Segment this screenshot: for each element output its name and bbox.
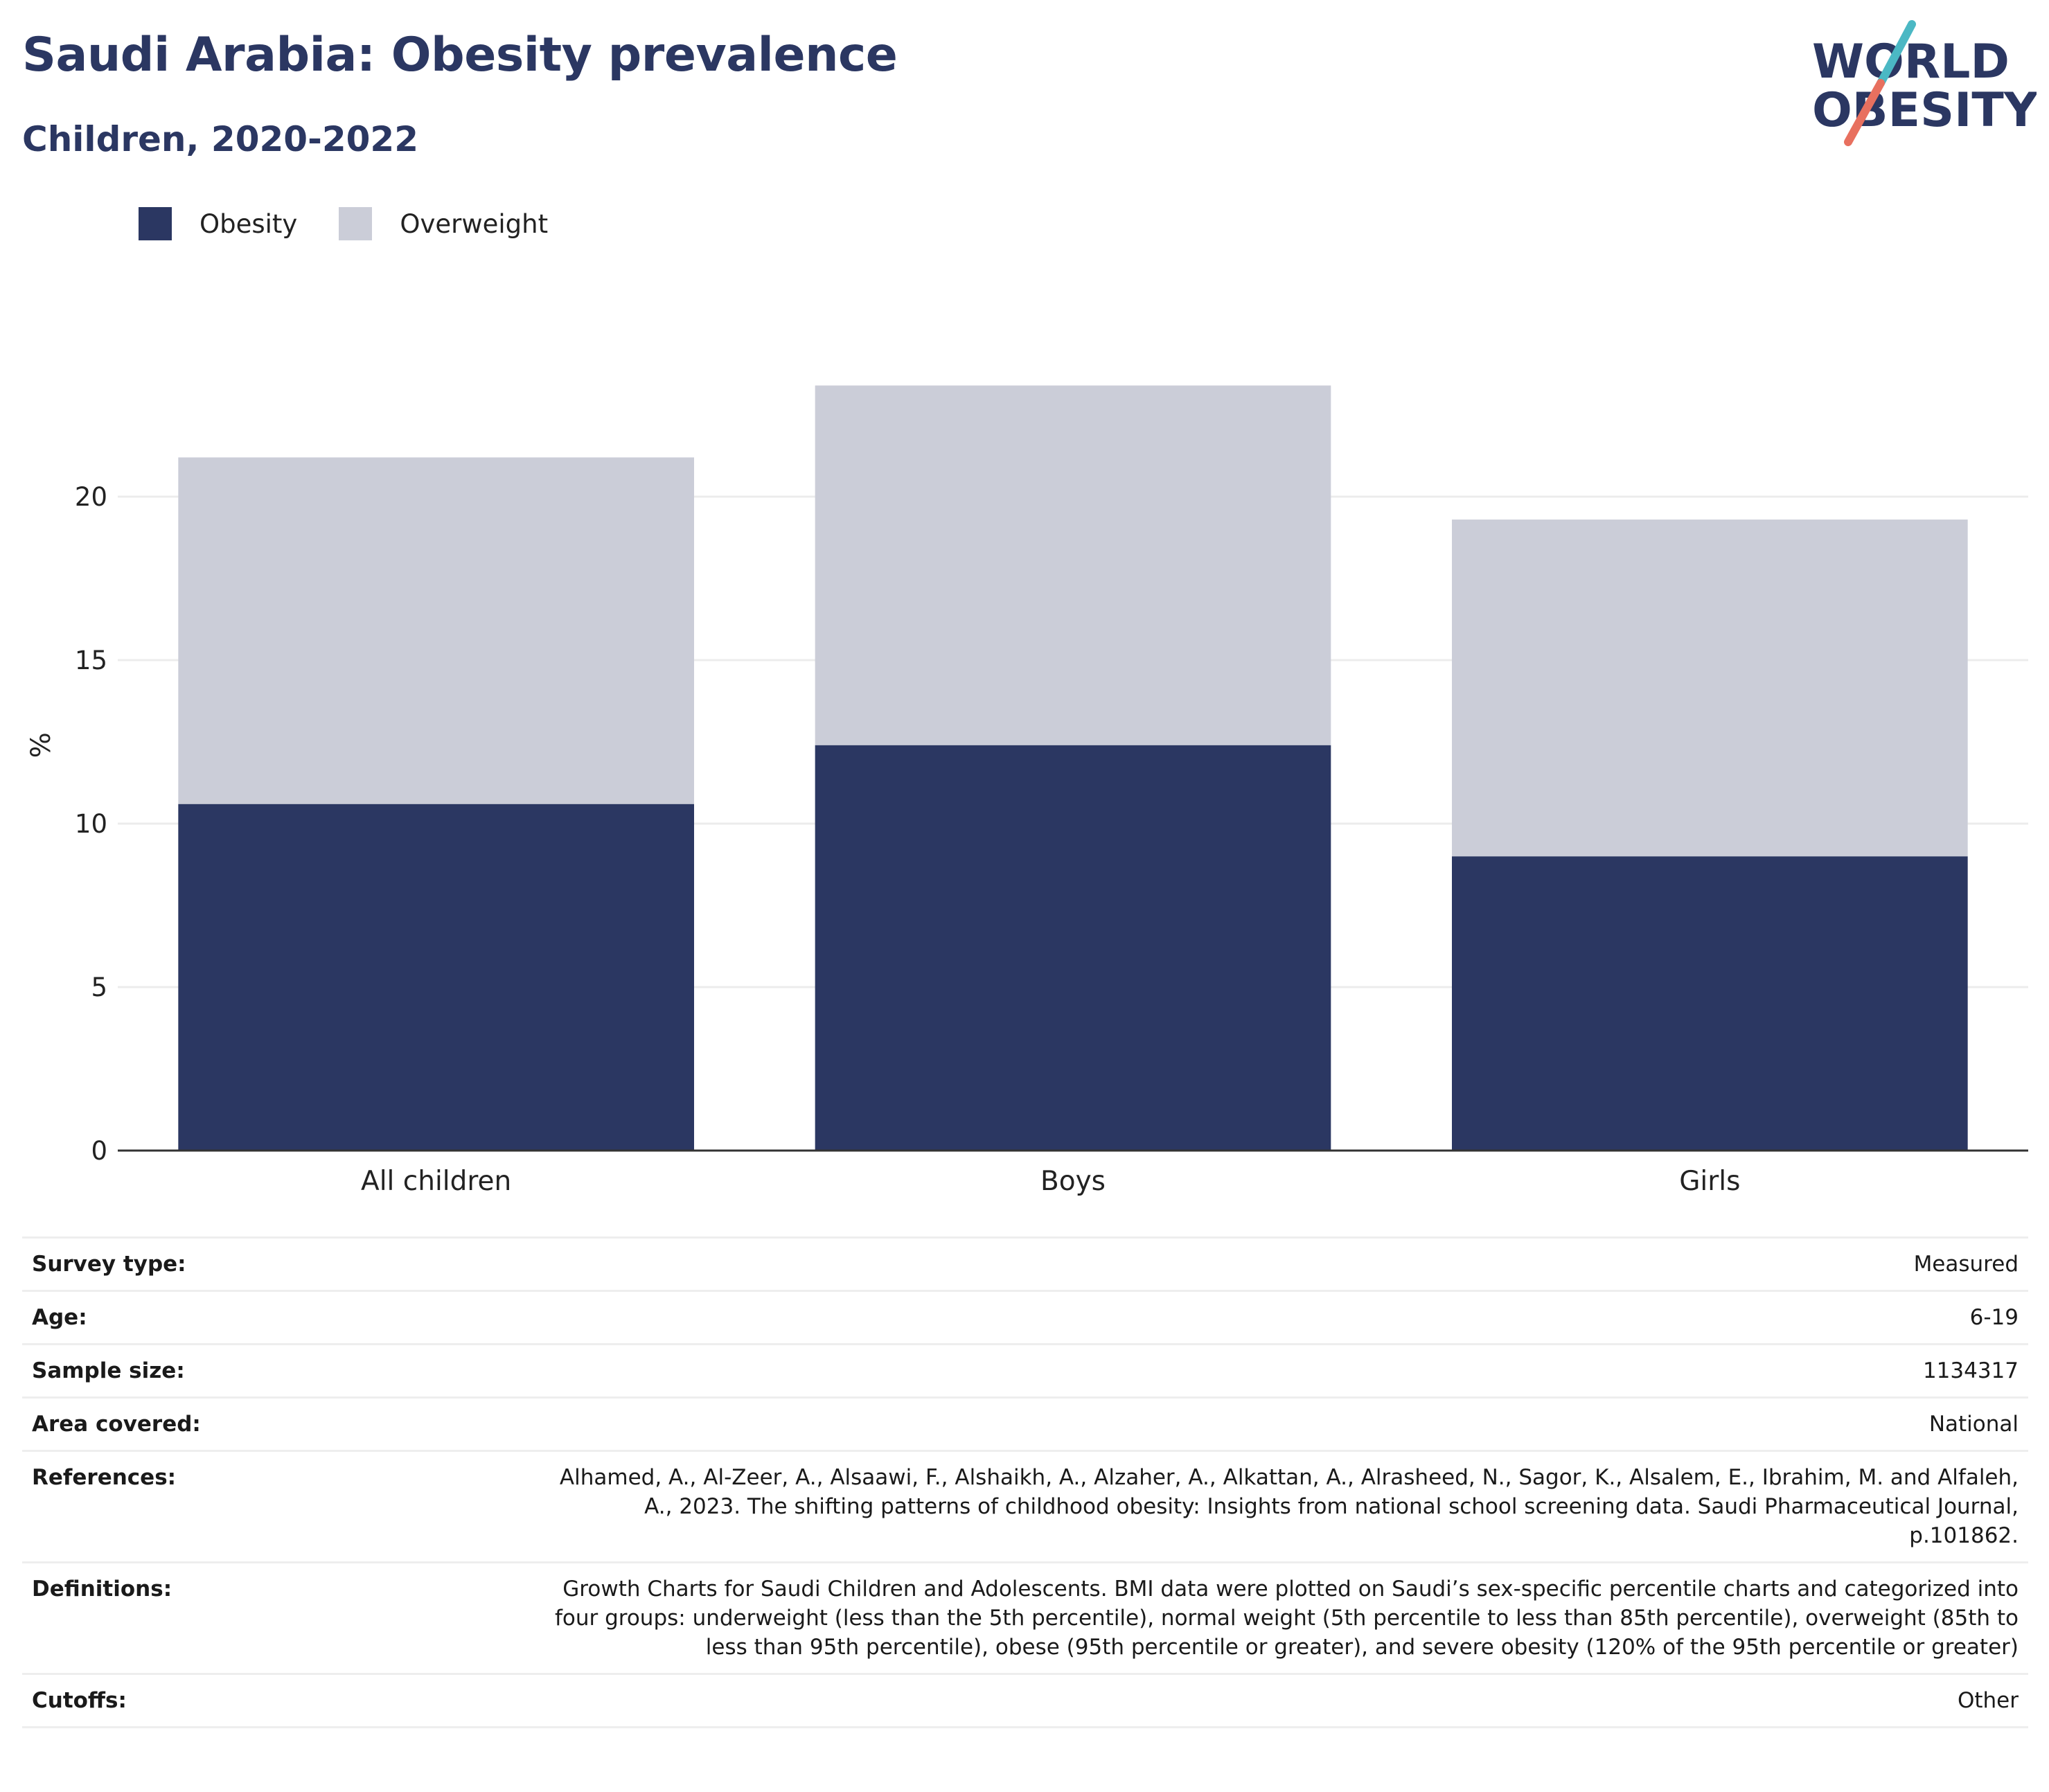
y-tick-label-20: 20 <box>75 482 107 512</box>
legend-swatch-overweight <box>339 207 373 240</box>
info-row-sample-size: Sample size: 1134317 <box>22 1343 2028 1398</box>
logo-text-world: WORLD <box>1812 35 2010 89</box>
bar-girls-obesity <box>1452 856 1968 1151</box>
y-tick-label-10: 10 <box>75 809 107 839</box>
logo-slash-bottom <box>1844 79 1885 146</box>
legend-item-overweight[interactable]: Overweight <box>339 207 548 240</box>
bar-boys-obesity <box>815 745 1331 1151</box>
y-tick-label-15: 15 <box>75 646 107 675</box>
info-label-definitions: Definitions: <box>22 1561 526 1674</box>
stacked-bar-chart: 0 5 10 15 20% All children Boys Girls <box>26 385 2028 1197</box>
legend-item-obesity[interactable]: Obesity <box>139 207 297 240</box>
info-value-definitions: Growth Charts for Saudi Children and Ado… <box>526 1561 2028 1674</box>
info-label-cutoffs: Cutoffs: <box>22 1673 526 1728</box>
x-tick-label-girls: Girls <box>1679 1166 1740 1197</box>
bar-boys-overweight <box>815 385 1331 745</box>
y-axis-title: % <box>26 732 57 758</box>
info-value-survey-type: Measured <box>526 1236 2028 1291</box>
legend-label-obesity: Obesity <box>199 209 298 239</box>
info-row-references: References: Alhamed, A., Al-Zeer, A., Als… <box>22 1450 2028 1563</box>
info-row-cutoffs: Cutoffs: Other <box>22 1673 2028 1728</box>
info-value-sample-size: 1134317 <box>526 1343 2028 1398</box>
info-label-references: References: <box>22 1450 526 1563</box>
page-subtitle: Children, 2020-2022 <box>22 119 418 159</box>
info-label-area-covered: Area covered: <box>22 1396 526 1451</box>
info-value-age: 6-19 <box>526 1290 2028 1345</box>
y-tick-label-0: 0 <box>91 1136 107 1166</box>
info-label-sample-size: Sample size: <box>22 1343 526 1398</box>
info-value-cutoffs: Other <box>526 1673 2028 1728</box>
info-row-survey-type: Survey type: Measured <box>22 1236 2028 1291</box>
info-row-definitions: Definitions: Growth Charts for Saudi Chil… <box>22 1561 2028 1674</box>
info-label-age: Age: <box>22 1290 526 1345</box>
x-tick-label-all-children: All children <box>361 1166 511 1197</box>
info-row-area-covered: Area covered: National <box>22 1396 2028 1451</box>
legend-swatch-obesity <box>139 207 172 240</box>
chart-legend: Obesity Overweight <box>139 206 589 241</box>
info-row-age: Age: 6-19 <box>22 1290 2028 1345</box>
legend-label-overweight: Overweight <box>400 209 549 239</box>
world-obesity-logo: WORLD OBESITY <box>1812 20 2037 146</box>
info-value-area-covered: National <box>526 1396 2028 1451</box>
info-label-survey-type: Survey type: <box>22 1236 526 1291</box>
x-tick-label-boys: Boys <box>1040 1166 1106 1197</box>
info-value-references: Alhamed, A., Al-Zeer, A., Alsaawi, F., A… <box>526 1450 2028 1563</box>
bar-all-children-overweight <box>178 457 694 804</box>
logo-slash-top <box>1877 20 1916 87</box>
bar-girls-overweight <box>1452 520 1968 857</box>
bar-all-children-obesity <box>178 804 694 1151</box>
y-tick-label-5: 5 <box>91 973 107 1002</box>
logo-text-obesity: OBESITY <box>1812 83 2037 138</box>
survey-info-table: Survey type: Measured Age: 6-19 Sample size:… <box>22 1236 2028 1728</box>
page-title: Saudi Arabia: Obesity prevalence <box>22 28 898 82</box>
